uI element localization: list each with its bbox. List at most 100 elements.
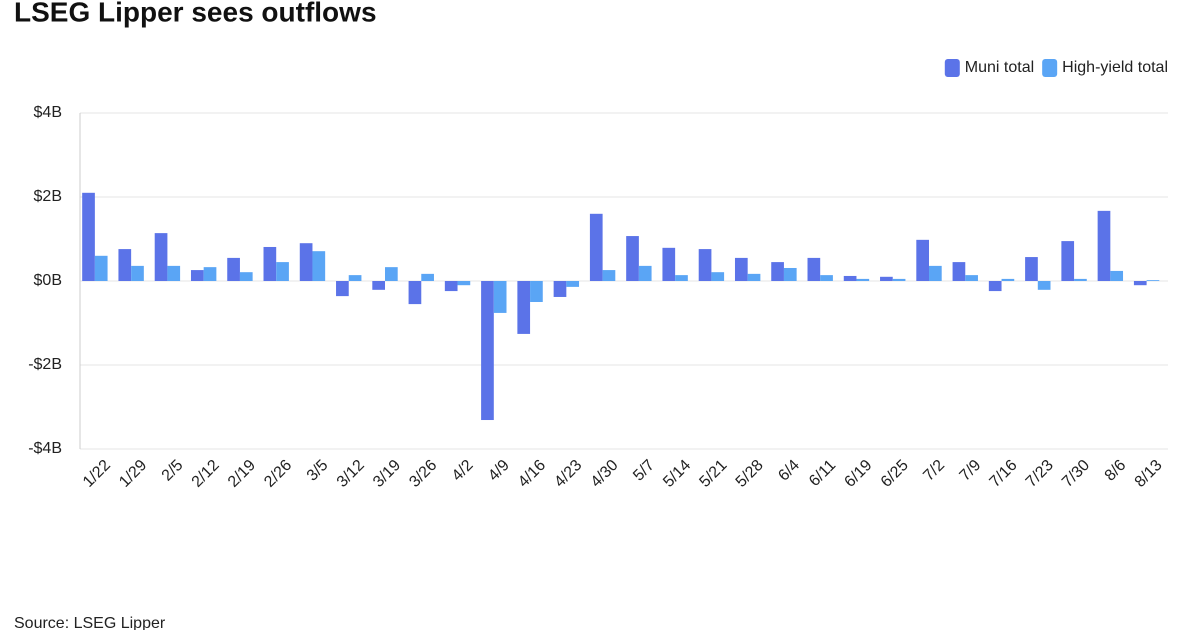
bar [1133,281,1147,286]
x-tick-label: 3/19 [370,457,404,491]
x-tick-label: 5/28 [733,457,767,491]
x-tick-label: 2/5 [159,457,187,485]
x-tick-label: 7/30 [1059,457,1093,491]
bar [530,281,543,302]
legend-label: High-yield total [1062,59,1168,76]
bar [203,267,217,281]
bar [299,243,313,281]
x-tick-label: 5/14 [660,457,694,491]
bar [566,281,580,287]
x-tick-label: 4/2 [449,457,477,485]
bar [783,267,797,281]
bar [408,281,422,305]
bar [312,251,326,281]
bar [94,255,108,281]
bar [82,192,95,281]
bar [602,270,616,281]
legend-swatch [1042,59,1058,77]
bar [856,278,870,281]
x-tick-label: 8/13 [1132,457,1166,491]
bar [263,246,277,281]
bar [675,275,688,281]
x-tick-label: 3/12 [334,457,368,491]
bar [589,213,603,281]
bar [372,281,386,290]
x-tick-label: 6/19 [842,457,876,491]
bar [916,239,930,281]
bar [638,265,652,281]
bar [1037,281,1051,290]
x-tick-label: 7/9 [957,457,985,485]
x-tick-label: 3/5 [304,457,332,485]
y-tick-label: $0B [34,272,62,289]
x-tick-label: 4/16 [515,457,549,491]
source-note: Source: LSEG Lipper [14,615,166,630]
bar [1001,278,1015,281]
bar [698,249,712,281]
x-tick-label: 5/7 [630,457,658,485]
chart-title: LSEG Lipper sees outflows [14,0,377,27]
bar [348,275,362,281]
x-tick-label: 7/2 [920,457,948,485]
x-tick-label: 7/16 [987,457,1021,491]
bar [239,272,253,281]
bar [336,281,349,297]
bar [481,281,494,421]
bar [1025,257,1038,281]
bar [662,247,676,281]
bar [626,236,639,281]
x-tick-label: 4/30 [588,457,622,491]
bar [190,270,204,281]
x-tick-label: 6/11 [806,457,839,490]
bar [734,257,748,281]
x-tick-label: 1/22 [80,457,114,491]
y-tick-label: -$2B [28,356,62,373]
x-tick-label: 2/12 [189,457,223,491]
bar [1146,280,1160,281]
bar [988,281,1002,292]
bar [517,281,531,334]
y-tick-label: $4B [34,104,62,121]
bar [457,281,471,286]
bar [154,233,168,281]
x-tick-label: 6/25 [878,457,912,491]
bar [421,273,434,281]
bar [131,265,144,281]
bar [1061,241,1075,281]
legend-label: Muni total [965,59,1034,76]
bar [444,281,458,292]
bar [880,276,893,281]
bar [1074,278,1087,281]
x-tick-label: 4/9 [485,457,513,485]
x-tick-label: 2/26 [261,457,295,491]
bar [771,262,784,281]
bar [385,267,398,281]
x-tick-label: 2/19 [225,457,259,491]
bar [892,278,906,281]
bar [1110,270,1124,281]
bar [952,262,966,281]
x-tick-label: 1/29 [116,457,150,491]
bar [1097,210,1111,281]
legend-swatch [944,59,960,77]
x-tick-label: 5/21 [696,457,730,491]
bar [553,281,567,297]
bar [843,275,857,281]
y-tick-label: -$4B [28,440,62,457]
x-tick-label: 4/23 [551,457,585,491]
y-tick-label: $2B [34,188,62,205]
bar [807,257,821,281]
bar [227,257,240,281]
bar [747,273,761,281]
x-tick-label: 3/26 [406,457,440,491]
bar [820,275,833,281]
bar [118,249,132,281]
bar [276,262,289,281]
bar [167,265,181,281]
bar [965,275,978,281]
bar [493,281,507,313]
bar [711,272,725,281]
x-tick-label: 7/23 [1023,457,1057,491]
